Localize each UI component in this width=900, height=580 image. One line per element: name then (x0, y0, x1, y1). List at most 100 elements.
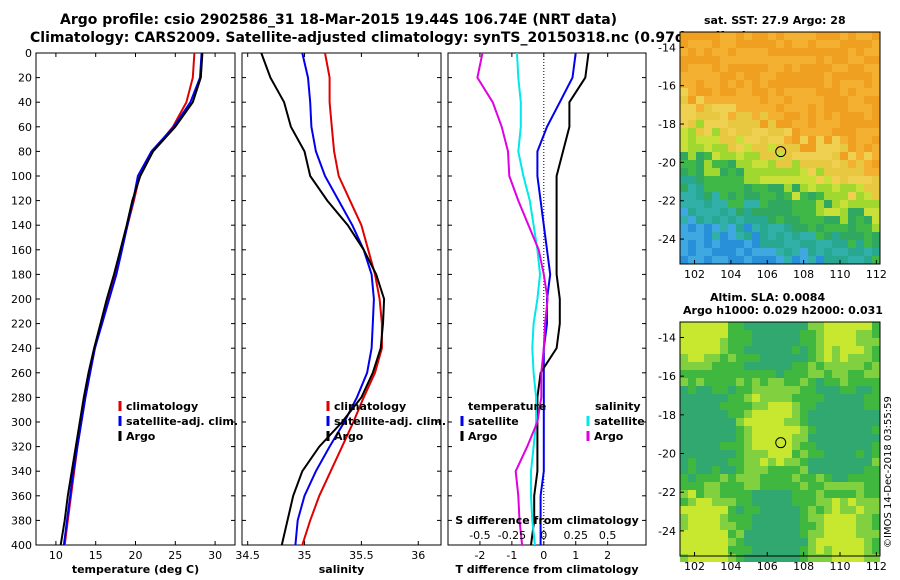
sst-map-cell (856, 256, 864, 264)
sst-map-cell (856, 128, 864, 136)
sla-map-cell (792, 554, 800, 562)
sst-map-cell (768, 216, 776, 224)
sst-map-cell (736, 240, 744, 248)
sst-map-cell (808, 64, 816, 72)
sst-map-cell (736, 256, 744, 264)
sla-map-cell (808, 410, 816, 418)
sla-map-cell (752, 338, 760, 346)
map-lat-label: -22 (658, 195, 676, 208)
sla-map-cell (720, 346, 728, 354)
sla-map-cell (752, 370, 760, 378)
sst-map-cell (792, 72, 800, 80)
map-lat-label: -16 (658, 370, 676, 383)
sst-map-cell (712, 104, 720, 112)
sst-map-cell (832, 232, 840, 240)
sst-map-cell (728, 104, 736, 112)
sst-map-cell (680, 80, 688, 88)
sst-map-cell (728, 88, 736, 96)
sla-map-cell (744, 370, 752, 378)
sst-map-cell (864, 64, 872, 72)
sla-map-cell (832, 386, 840, 394)
sla-map-cell (744, 330, 752, 338)
sla-map-cell (720, 482, 728, 490)
sla-map-cell (784, 322, 792, 330)
map-lat-label: -16 (658, 80, 676, 93)
map-lon-label: 102 (684, 560, 705, 573)
sla-map-cell (712, 482, 720, 490)
sla-map-cell (752, 322, 760, 330)
sst-map-cell (856, 56, 864, 64)
sst-map-cell (776, 200, 784, 208)
sst-map-cell (744, 104, 752, 112)
sst-map-cell (848, 104, 856, 112)
sst-map-cell (680, 216, 688, 224)
sla-map-cell (744, 394, 752, 402)
sla-map-cell (736, 522, 744, 530)
sst-map-cell (856, 248, 864, 256)
sst-map-cell (680, 64, 688, 72)
sst-map-cell (824, 88, 832, 96)
sla-map-cell (744, 546, 752, 554)
sla-map-cell (696, 410, 704, 418)
sla-map-cell (680, 546, 688, 554)
sla-map-cell (704, 546, 712, 554)
sla-map-cell (760, 442, 768, 450)
sst-map-cell (744, 80, 752, 88)
sla-map-cell (752, 474, 760, 482)
sla-map-cell (736, 354, 744, 362)
sst-map-cell (728, 136, 736, 144)
sst-map-cell (728, 176, 736, 184)
sst-map-cell (776, 80, 784, 88)
sst-map-cell (792, 136, 800, 144)
sla-map-cell (808, 330, 816, 338)
sst-map-cell (760, 192, 768, 200)
sst-map-cell (776, 40, 784, 48)
sla-map-cell (816, 434, 824, 442)
sla-map-cell (720, 498, 728, 506)
sla-map-cell (784, 370, 792, 378)
sst-map-cell (712, 136, 720, 144)
sst-map-cell (688, 88, 696, 96)
sst-map-cell (760, 72, 768, 80)
sla-map-cell (680, 410, 688, 418)
sst-map-cell (752, 120, 760, 128)
sst-map-cell (712, 80, 720, 88)
sla-map-cell (728, 434, 736, 442)
sst-map-cell (832, 32, 840, 40)
sst-map-cell (856, 176, 864, 184)
sla-map-cell (704, 498, 712, 506)
sst-map-cell (832, 72, 840, 80)
sst-map-cell (712, 232, 720, 240)
sla-map-cell (768, 346, 776, 354)
sst-map-cell (720, 112, 728, 120)
sla-map-cell (872, 394, 880, 402)
sst-map-cell (680, 56, 688, 64)
sla-map-cell (824, 370, 832, 378)
sst-map-cell (872, 200, 880, 208)
sst-map-cell (824, 256, 832, 264)
sla-map-cell (808, 402, 816, 410)
x-axis-label: T difference from climatology (455, 563, 638, 576)
sla-map-cell (824, 514, 832, 522)
sst-map-cell (784, 208, 792, 216)
sst-map-cell (800, 240, 808, 248)
y-tick-label: 360 (11, 490, 32, 503)
sla-map-cell (848, 530, 856, 538)
sla-map-cell (808, 394, 816, 402)
sla-map-cell (688, 322, 696, 330)
sla-map-cell (768, 394, 776, 402)
sst-map-cell (800, 248, 808, 256)
sla-map-cell (720, 386, 728, 394)
sst-map-cell (872, 72, 880, 80)
sst-map-cell (704, 48, 712, 56)
sst-map-cell (848, 232, 856, 240)
sst-map-cell (760, 248, 768, 256)
sla-map-cell (696, 506, 704, 514)
sst-map-cell (816, 216, 824, 224)
sla-map-cell (840, 466, 848, 474)
sst-map-cell (856, 80, 864, 88)
sst-map-cell (832, 104, 840, 112)
sst-map-cell (736, 64, 744, 72)
sla-map-cell (760, 458, 768, 466)
sst-map-cell (792, 248, 800, 256)
